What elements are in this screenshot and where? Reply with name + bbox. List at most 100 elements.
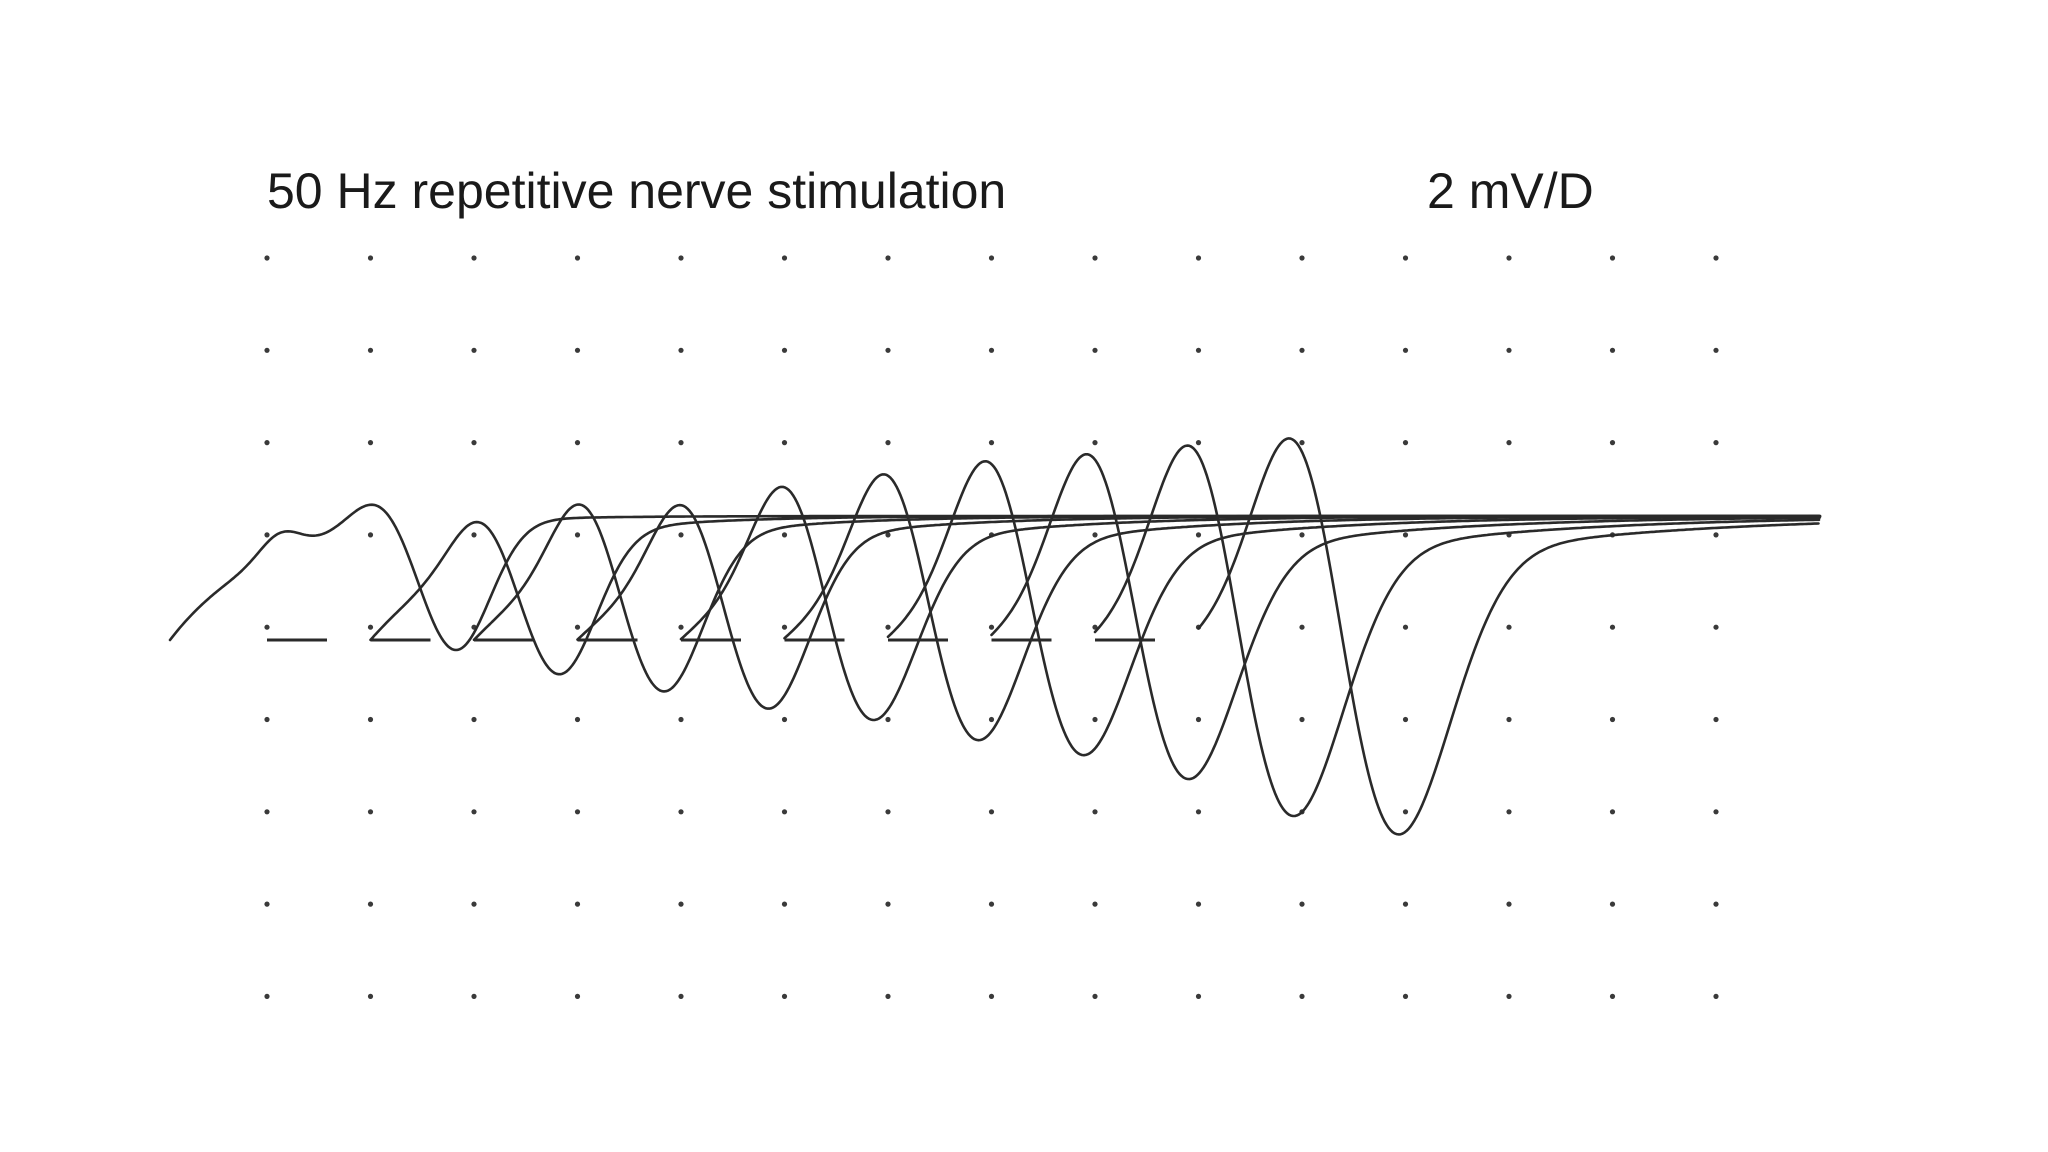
response-trace-9 [1093, 444, 1821, 818]
grid-dot [678, 347, 684, 353]
grid-dot [988, 440, 995, 446]
grid-dot [367, 347, 374, 353]
grid-dot [885, 624, 891, 630]
grid-dot [1299, 993, 1305, 1000]
grid-dot [264, 901, 270, 907]
grid-dot [574, 901, 581, 907]
grid-dot [885, 532, 891, 538]
grid-dot [1195, 993, 1202, 1000]
grid-dot [1092, 901, 1098, 907]
grid-dot [264, 440, 270, 446]
grid-dot [678, 624, 684, 630]
grid-dot [1609, 440, 1616, 446]
grid-dot [1713, 347, 1719, 353]
grid-dot [1195, 809, 1202, 815]
grid-dot [574, 809, 581, 815]
grid-dot [1713, 255, 1719, 261]
grid-dot [678, 532, 684, 538]
grid-dot [1713, 716, 1719, 723]
grid-dot [264, 809, 270, 815]
grid-dot [1195, 255, 1202, 261]
grid-dot [264, 624, 270, 630]
grid-dot [367, 901, 374, 907]
grid-dot [1609, 624, 1616, 630]
grid-dot [1402, 624, 1409, 630]
grid-dot [988, 624, 995, 630]
grid-dot [1609, 347, 1616, 353]
grid-dot [1402, 993, 1409, 1000]
grid-dot [264, 255, 270, 261]
grid-dot [988, 716, 995, 723]
grid-dot [367, 440, 374, 446]
grid-dot [1195, 440, 1202, 446]
grid-dot [264, 993, 270, 1000]
grid-dot [1506, 716, 1512, 723]
grid-dot [1713, 993, 1719, 1000]
grid-dot [781, 440, 788, 446]
grid-dot [1092, 809, 1098, 815]
grid-dot [1299, 624, 1305, 630]
grid-dot [678, 440, 684, 446]
grid-dot [574, 255, 581, 261]
grid-dot [781, 716, 788, 723]
grid-dot [1402, 532, 1409, 538]
grid-dot [1713, 809, 1719, 815]
grid-dot [471, 901, 477, 907]
grid-dot [1195, 901, 1202, 907]
grid-dot [367, 255, 374, 261]
response-trace-8 [990, 452, 1821, 781]
grid-dot [1092, 993, 1098, 1000]
grid-dot [1402, 716, 1409, 723]
grid-dot [471, 347, 477, 353]
grid-dot [678, 716, 684, 723]
grid-dot [885, 809, 891, 815]
grid-dot [367, 532, 374, 538]
grid-dot [264, 347, 270, 353]
grid-dot [885, 993, 891, 1000]
grid-dot [1506, 993, 1512, 1000]
grid-dot [988, 347, 995, 353]
grid-dot [988, 809, 995, 815]
grid-dot [1195, 716, 1202, 723]
grid-dot [574, 347, 581, 353]
grid-dot [781, 901, 788, 907]
response-traces [168, 437, 1822, 836]
grid-dot [1299, 901, 1305, 907]
grid-dot [1713, 532, 1719, 538]
grid-dot [1713, 624, 1719, 630]
grid-dot [1506, 347, 1512, 353]
grid-dot [988, 993, 995, 1000]
grid-dot [471, 993, 477, 1000]
grid-dot [988, 901, 995, 907]
grid-dot [1092, 716, 1098, 723]
grid-dot [1092, 347, 1098, 353]
grid-dot [1299, 255, 1305, 261]
grid-dot [471, 440, 477, 446]
grid-dot [885, 347, 891, 353]
grid-dot [367, 624, 374, 630]
grid-dot [1195, 532, 1202, 538]
grid-dot [781, 255, 788, 261]
grid-dot [1506, 809, 1512, 815]
grid-dot [1402, 440, 1409, 446]
grid-dot [1506, 255, 1512, 261]
grid-dot [678, 255, 684, 261]
grid-dot [574, 440, 581, 446]
grid-dot [781, 624, 788, 630]
grid-dot [1402, 255, 1409, 261]
grid-dot [1506, 624, 1512, 630]
grid-dot [1402, 901, 1409, 907]
grid-dot [471, 716, 477, 723]
grid-dot [885, 440, 891, 446]
grid-dot [367, 993, 374, 1000]
grid-dot [574, 993, 581, 1000]
grid-dot [1092, 255, 1098, 261]
grid-dot [1402, 809, 1409, 815]
grid-dot [781, 809, 788, 815]
grid-dot [678, 901, 684, 907]
grid-dot [1506, 440, 1512, 446]
grid-dot [574, 532, 581, 538]
grid-dot [1713, 440, 1719, 446]
